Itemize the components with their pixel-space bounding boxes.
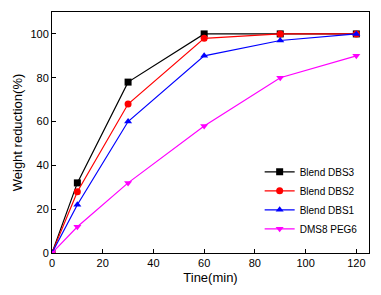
svg-text:Weight reduction(%): Weight reduction(%) <box>10 74 25 192</box>
svg-text:40: 40 <box>37 159 49 171</box>
svg-text:80: 80 <box>37 72 49 84</box>
svg-text:60: 60 <box>198 257 210 269</box>
svg-text:Blend DBS2: Blend DBS2 <box>300 186 355 197</box>
svg-text:20: 20 <box>97 257 109 269</box>
svg-text:120: 120 <box>347 257 365 269</box>
svg-text:Blend DBS3: Blend DBS3 <box>300 167 355 178</box>
svg-text:0: 0 <box>49 257 55 269</box>
svg-text:100: 100 <box>30 28 48 40</box>
svg-text:100: 100 <box>296 257 314 269</box>
svg-text:20: 20 <box>37 203 49 215</box>
svg-text:80: 80 <box>249 257 261 269</box>
svg-text:Blend DBS1: Blend DBS1 <box>300 205 355 216</box>
svg-text:0: 0 <box>43 247 49 259</box>
svg-text:40: 40 <box>147 257 159 269</box>
svg-text:DMS8 PEG6: DMS8 PEG6 <box>300 224 358 235</box>
svg-text:60: 60 <box>37 115 49 127</box>
svg-text:Tine(min): Tine(min) <box>183 270 237 285</box>
